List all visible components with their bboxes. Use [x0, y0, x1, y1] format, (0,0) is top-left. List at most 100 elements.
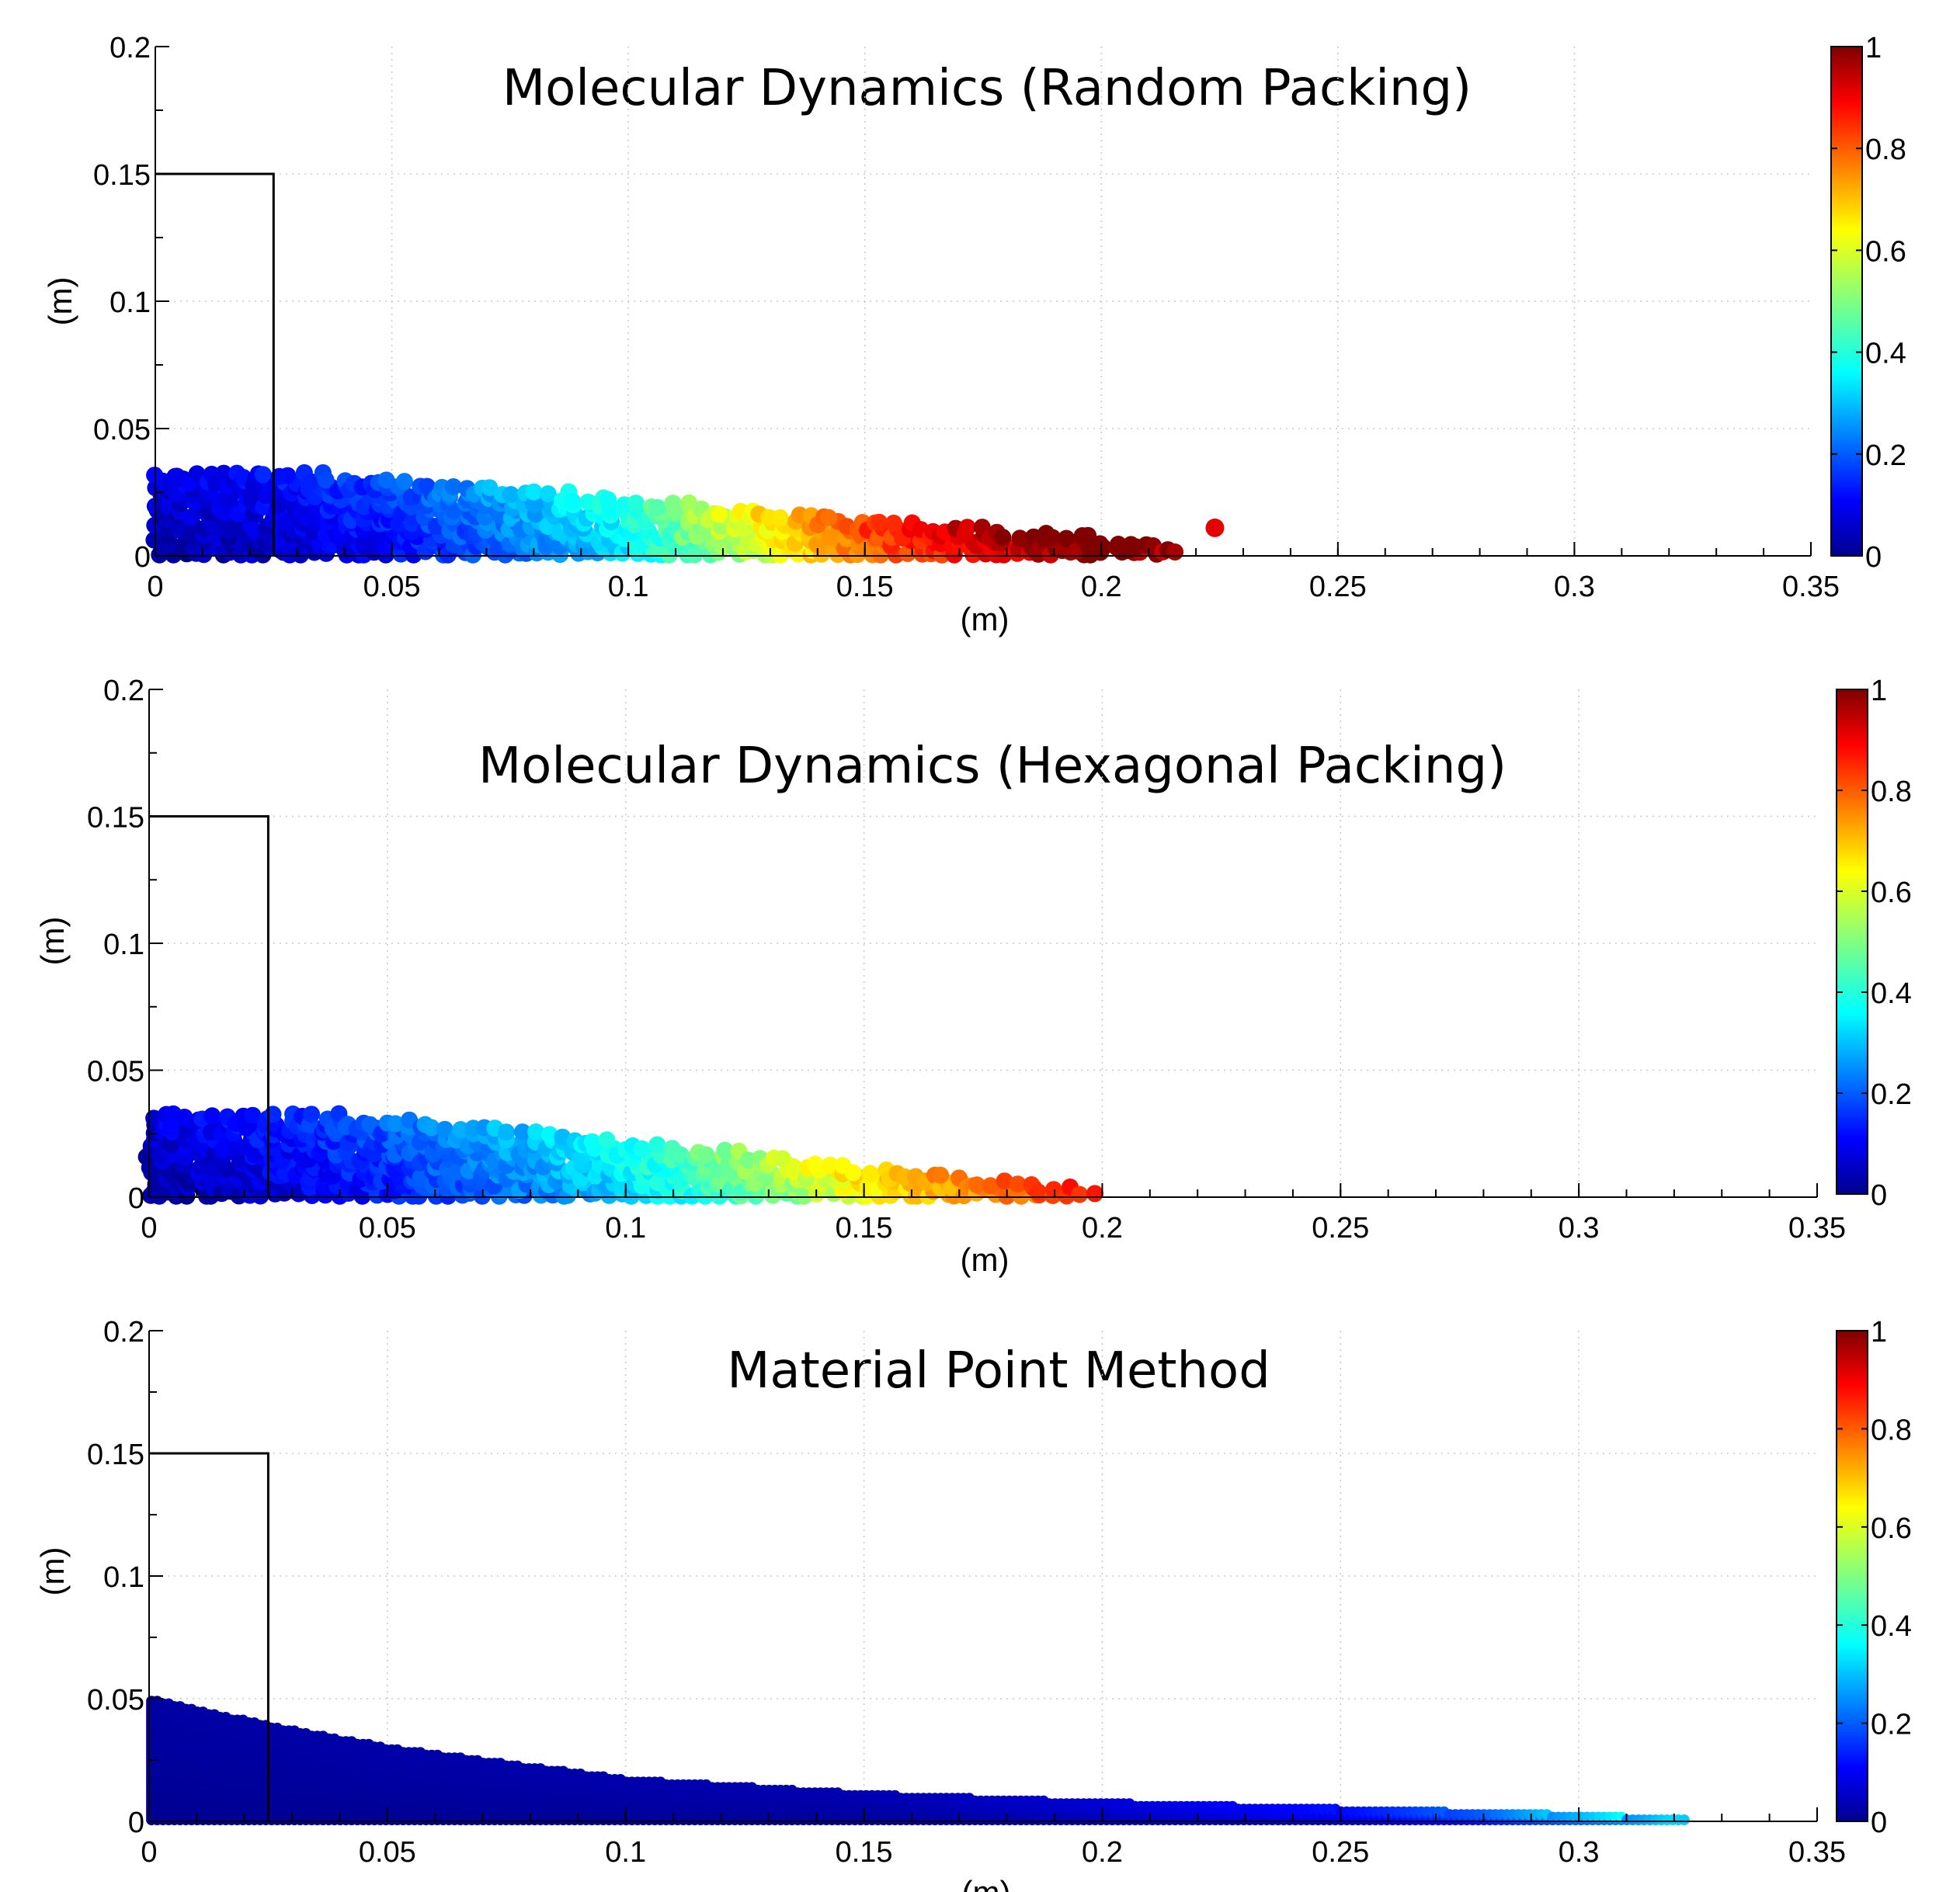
particle — [599, 491, 617, 509]
panel-title: Material Point Method — [727, 1342, 1270, 1400]
particle — [1086, 1185, 1103, 1203]
particle — [583, 1133, 601, 1151]
colorbar-tick-label: 0 — [1871, 1179, 1887, 1212]
particle — [1091, 535, 1109, 553]
x-tick-label: 0.05 — [363, 571, 421, 603]
particle — [254, 466, 272, 484]
x-tick-label: 0.35 — [1788, 1212, 1846, 1245]
y-tick-label: 0.1 — [103, 929, 144, 961]
colorbar-tick-label: 0.2 — [1871, 1078, 1912, 1111]
x-tick-label: 0.2 — [1082, 1212, 1123, 1245]
x-tick-label: 0.1 — [608, 571, 649, 603]
y-tick-label: 0.15 — [93, 159, 151, 192]
particle — [175, 1109, 193, 1126]
colorbar-tick-label: 0.6 — [1871, 877, 1912, 909]
particle — [958, 519, 976, 536]
particle — [664, 495, 682, 512]
colorbar-tick-label: 0 — [1865, 541, 1882, 574]
y-tick-label: 0.2 — [103, 675, 144, 707]
initial-column-outline — [155, 172, 275, 556]
y-axis-label: (m) — [34, 1547, 71, 1596]
colorbar-tick-label: 0.8 — [1865, 134, 1906, 166]
panel-title: Molecular Dynamics (Random Packing) — [502, 60, 1472, 117]
particle — [871, 513, 888, 531]
x-tick-label: 0.35 — [1782, 571, 1840, 603]
x-tick-label: 0.25 — [1312, 1212, 1369, 1245]
particle — [279, 467, 297, 484]
particle — [317, 471, 335, 489]
x-axis-label: (m) — [962, 1874, 1011, 1892]
particle — [395, 473, 413, 491]
particle — [203, 1107, 221, 1125]
colorbar-tick-label: 0.4 — [1871, 977, 1912, 1010]
particle — [168, 467, 186, 485]
colorbar-tick-label: 1 — [1865, 32, 1882, 64]
particle — [525, 483, 543, 501]
particle — [711, 505, 728, 523]
particle — [564, 492, 581, 510]
plot-area: 0 0.05 0.1 0.15 0.2 0.25 0.3 0.35 0 0.05 0.1 0.15 0.… — [93, 32, 1840, 603]
particle — [649, 498, 667, 516]
panel-hexagonal-packing: Molecular Dynamics (Hexagonal Packing) (… — [34, 675, 1912, 1278]
x-tick-label: 0.25 — [1309, 571, 1367, 603]
colorbar — [1836, 689, 1868, 1195]
colorbar-tick-label: 0.8 — [1871, 776, 1912, 808]
x-axis-label: (m) — [961, 601, 1010, 637]
colorbar-tick-label: 1 — [1871, 675, 1887, 707]
x-tick-label: 0.15 — [836, 571, 894, 603]
particle-series — [145, 463, 1184, 564]
x-tick-label: 0.3 — [1554, 571, 1595, 603]
y-tick-label: 0.1 — [109, 286, 151, 319]
particle — [1030, 1183, 1048, 1201]
outlier-particle — [1205, 518, 1225, 537]
particle — [502, 486, 520, 503]
y-tick-label: 0 — [134, 541, 151, 574]
particle — [264, 1106, 282, 1123]
particle — [539, 485, 557, 503]
particle — [697, 1146, 715, 1164]
particle — [771, 509, 789, 526]
plot-area: 0 0.05 0.1 0.15 0.2 0.25 0.3 0.35 0 0.05 0.1 0.15 0.… — [87, 675, 1846, 1245]
particle — [598, 1131, 616, 1149]
x-tick-label: 0 — [147, 571, 163, 603]
colorbar-tick-label: 0.4 — [1865, 338, 1906, 370]
panel-random-packing: Molecular Dynamics (Random Packing) (m) … — [42, 32, 1906, 637]
particle — [884, 514, 902, 532]
y-axis-label: (m) — [42, 277, 78, 326]
x-tick-label: 0.05 — [359, 1212, 416, 1245]
x-tick-label: 0.3 — [1559, 1212, 1600, 1245]
y-tick-label: 0.2 — [109, 32, 151, 64]
colorbar-tick-label: 0.6 — [1865, 235, 1906, 268]
particle — [1071, 1186, 1089, 1203]
particle — [303, 1106, 321, 1123]
particle — [498, 1123, 515, 1141]
particle — [481, 479, 499, 497]
colorbar-ticks: 0 0.2 0.4 0.6 0.8 1 — [1831, 32, 1906, 574]
particle — [444, 478, 462, 495]
particle — [1079, 526, 1097, 544]
y-tick-label: 0.15 — [87, 802, 144, 835]
x-axis-label: (m) — [961, 1241, 1010, 1278]
particle-series — [137, 1105, 1103, 1205]
colorbar-tick-label: 0.2 — [1865, 439, 1906, 472]
particle — [806, 1155, 824, 1173]
y-tick-label: 0.05 — [93, 414, 151, 446]
x-tick-label: 0.15 — [836, 1212, 893, 1245]
colorbar — [1830, 46, 1863, 557]
y-tick-label: 0 — [128, 1182, 144, 1215]
particle — [627, 495, 645, 512]
y-tick-label: 0.05 — [87, 1056, 144, 1088]
particle — [1058, 529, 1076, 547]
x-tick-label: 0.2 — [1081, 571, 1122, 603]
panel-title: Molecular Dynamics (Hexagonal Packing) — [478, 738, 1506, 795]
particle — [844, 1164, 862, 1182]
x-tick-label: 0 — [141, 1212, 157, 1245]
particle — [1044, 529, 1062, 547]
particle — [820, 509, 838, 526]
particle — [419, 477, 436, 495]
x-tick-label: 0.1 — [605, 1212, 646, 1245]
panel-material-point-method: Material Point Method (m) (m) 00.050.10.… — [34, 1316, 1912, 1892]
y-axis-label: (m) — [34, 917, 71, 966]
particle — [633, 1140, 651, 1158]
